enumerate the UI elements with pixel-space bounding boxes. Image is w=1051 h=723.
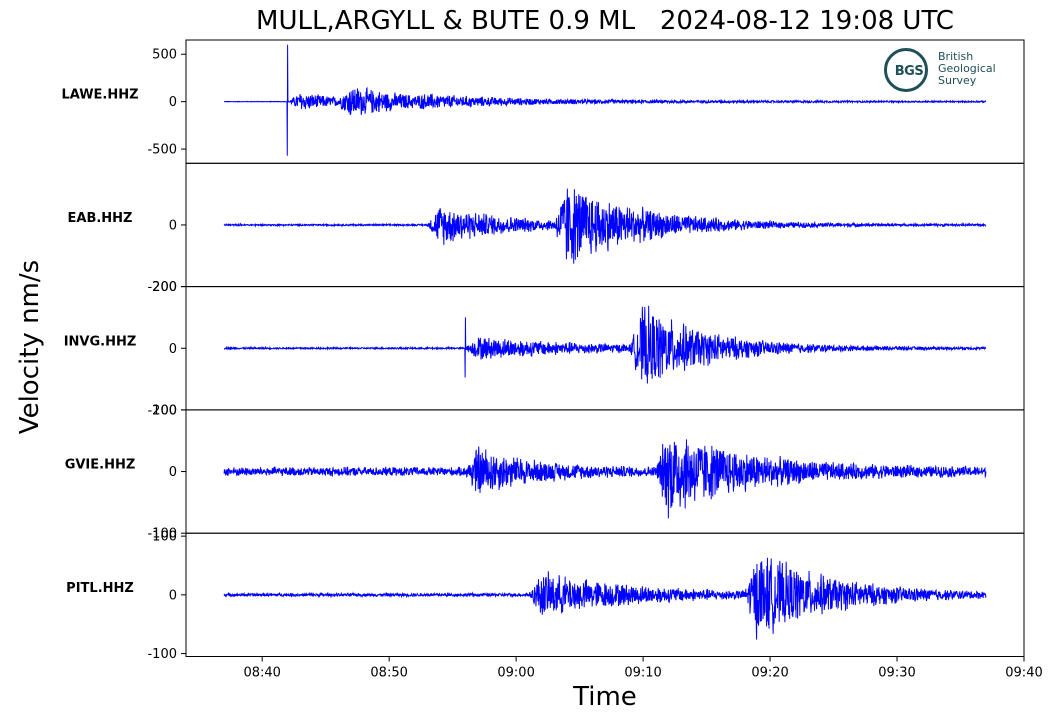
y-tick-label: -200 — [147, 403, 177, 418]
station-label: PITL.HHZ — [66, 581, 134, 596]
x-tick-label: 09:00 — [497, 666, 534, 681]
x-axis-label: Time — [573, 682, 637, 712]
y-tick-label: 0 — [169, 465, 177, 480]
bgs-logo: BGS British Geological Survey — [882, 46, 1012, 100]
x-tick-label: 09:10 — [624, 666, 661, 681]
bgs-logo-line-3: Survey — [938, 74, 977, 87]
x-tick-label: 08:50 — [370, 666, 407, 681]
y-tick-label: 0 — [169, 342, 177, 357]
y-tick-label: 200 — [152, 280, 177, 295]
y-tick-label: 0 — [169, 95, 177, 110]
station-label: INVG.HHZ — [64, 334, 137, 349]
station-label: GVIE.HHZ — [65, 458, 136, 473]
y-tick-label: 500 — [152, 48, 177, 63]
y-tick-label: -200 — [147, 280, 177, 295]
x-tick-label: 09:20 — [751, 666, 788, 681]
bgs-logo-line-2: Geological — [938, 62, 996, 75]
y-tick-label: 100 — [152, 530, 177, 545]
waveform-trace-eab-hhz — [223, 188, 987, 264]
bgs-logo-initials: BGS — [894, 64, 924, 79]
x-tick-label: 09:40 — [1005, 666, 1042, 681]
y-tick-label: 0 — [169, 218, 177, 233]
waveform-trace-gvie-hhz — [223, 439, 987, 519]
y-tick-label: 100 — [152, 403, 177, 418]
chart-title: MULL,ARGYLL & BUTE 0.9 ML 2024-08-12 19:… — [256, 6, 954, 36]
x-tick-label: 08:40 — [243, 666, 280, 681]
bgs-logo-line-1: British — [938, 50, 974, 63]
station-label: EAB.HHZ — [68, 211, 133, 226]
x-tick-label: 09:30 — [878, 666, 915, 681]
y-tick-label: -100 — [147, 527, 177, 542]
bgs-logo-emblem: BGS — [884, 48, 928, 92]
station-label: LAWE.HHZ — [61, 88, 138, 103]
y-tick-label: -500 — [147, 143, 177, 158]
bgs-logo-text: British Geological Survey — [938, 51, 996, 87]
y-tick-label: -100 — [147, 647, 177, 662]
waveform-trace-lawe-hhz — [224, 44, 987, 156]
waveform-trace-invg-hhz — [223, 305, 987, 384]
waveform-trace-pitl-hhz — [223, 557, 987, 640]
y-tick-label: 0 — [169, 588, 177, 603]
